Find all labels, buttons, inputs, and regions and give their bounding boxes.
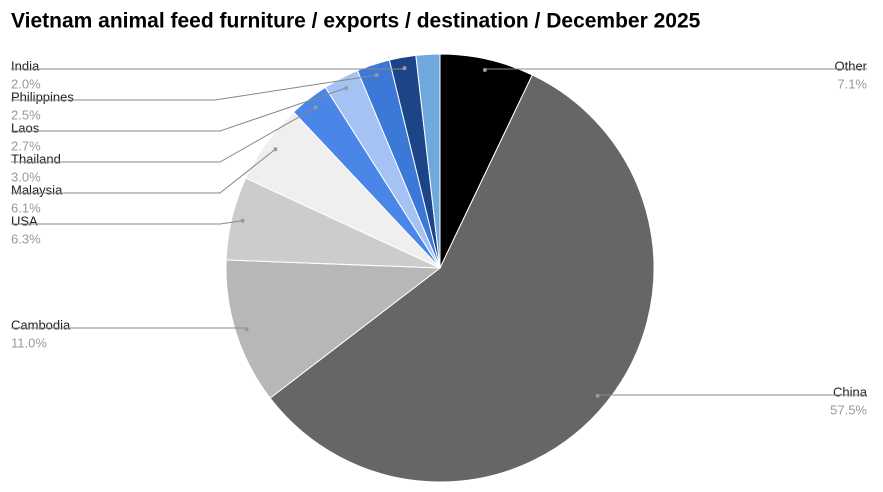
pie-slice: [225, 259, 442, 399]
leader-dot: [273, 147, 278, 152]
label-name: Laos: [11, 120, 40, 135]
label-name: Philippines: [11, 89, 74, 104]
label-value: 6.3%: [11, 231, 41, 246]
label-value: 2.0%: [11, 76, 41, 91]
label-name: China: [833, 384, 868, 399]
leader-line: [11, 87, 347, 132]
label-value: 3.0%: [11, 169, 41, 184]
label-value: 2.7%: [11, 138, 41, 153]
leader-line: [11, 68, 405, 70]
leader-line: [11, 107, 316, 163]
label-name: India: [11, 58, 40, 73]
pie-slice: [269, 74, 655, 483]
leader-dot: [344, 86, 349, 91]
leader-line: [11, 74, 377, 101]
leader-dot: [240, 218, 245, 223]
leader-dot: [244, 327, 249, 332]
leader-dot: [595, 393, 600, 398]
label-name: USA: [11, 213, 38, 228]
leader-dot: [313, 105, 318, 110]
chart-title: Vietnam animal feed furniture / exports …: [11, 10, 701, 33]
label-name: Malaysia: [11, 182, 63, 197]
label-value: 11.0%: [11, 335, 47, 350]
label-value: 6.1%: [11, 200, 41, 215]
label-value: 7.1%: [837, 76, 867, 91]
label-value: 2.5%: [11, 107, 41, 122]
label-name: Other: [834, 58, 867, 73]
leader-line: [11, 148, 276, 194]
leader-dot: [402, 66, 407, 71]
leader-line: [597, 394, 867, 396]
leader-dot: [374, 73, 379, 78]
label-name: Thailand: [11, 151, 61, 166]
pie-slice: [415, 53, 441, 269]
leader-line: [11, 220, 243, 225]
leader-dot: [482, 68, 487, 73]
leader-line: [484, 68, 867, 71]
label-value: 57.5%: [830, 402, 867, 417]
label-name: Cambodia: [11, 317, 71, 332]
